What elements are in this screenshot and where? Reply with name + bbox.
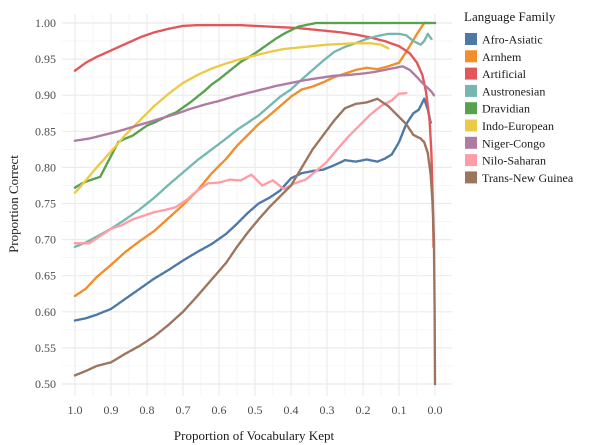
legend-swatch <box>465 119 477 132</box>
series-austronesian <box>73 32 433 249</box>
x-tick-label: 1.0 <box>68 403 83 417</box>
legend-swatch <box>465 171 477 184</box>
x-tick-label: 0.7 <box>176 403 191 417</box>
legend-item: Afro-Asiatic <box>465 33 543 47</box>
legend-swatch <box>465 154 477 167</box>
data-point <box>430 37 433 41</box>
y-tick-label: 0.70 <box>35 233 56 247</box>
x-tick-label: 0.5 <box>248 403 263 417</box>
data-point <box>432 93 436 97</box>
series-dravidian <box>73 21 437 189</box>
series-nilo-saharan <box>73 91 408 245</box>
y-tick-label: 0.80 <box>35 160 56 174</box>
x-tick-label: 0.2 <box>356 403 371 417</box>
legend-label: Austronesian <box>482 84 545 98</box>
x-axis-title: Proportion of Vocabulary Kept <box>174 428 335 443</box>
legend-item: Trans-New Guinea <box>465 171 574 185</box>
series-niger-congo <box>73 65 436 142</box>
y-tick-label: 0.65 <box>35 269 56 283</box>
legend-item: Niger-Congo <box>465 136 545 150</box>
x-tick-label: 0.0 <box>428 403 443 417</box>
legend-item: Nilo-Saharan <box>465 154 546 168</box>
series-afro-asiatic <box>73 97 432 322</box>
x-tick-label: 0.6 <box>212 403 227 417</box>
legend-item: Artificial <box>465 67 527 81</box>
x-tick-label: 0.8 <box>140 403 155 417</box>
series-trans-new-guinea <box>73 97 437 386</box>
data-point <box>433 21 437 25</box>
data-point <box>433 382 437 386</box>
y-tick-label: 1.00 <box>35 16 56 30</box>
legend-swatch <box>465 102 477 115</box>
y-tick-label: 0.85 <box>35 124 56 138</box>
legend-label: Indo-European <box>482 119 554 133</box>
legend-label: Niger-Congo <box>482 136 545 150</box>
legend-swatch <box>465 50 477 63</box>
legend-label: Afro-Asiatic <box>482 33 543 47</box>
series-layer <box>73 21 437 386</box>
data-point <box>386 47 390 50</box>
legend-item: Austronesian <box>465 84 545 98</box>
legend-swatch <box>465 67 477 80</box>
x-tick-label: 0.1 <box>392 403 407 417</box>
legend-label: Trans-New Guinea <box>482 171 574 185</box>
x-tick-label: 0.9 <box>104 403 119 417</box>
legend-label: Artificial <box>482 67 527 81</box>
y-axis-title: Proportion Correct <box>6 155 21 253</box>
legend-swatch <box>465 84 477 97</box>
series-artificial <box>73 23 435 249</box>
y-tick-label: 0.50 <box>35 377 56 391</box>
legend-label: Nilo-Saharan <box>482 154 546 168</box>
y-tick-label: 0.90 <box>35 88 56 102</box>
y-tick-label: 0.55 <box>35 341 56 355</box>
x-tick-label: 0.3 <box>320 403 335 417</box>
y-tick-label: 0.75 <box>35 197 56 211</box>
legend-title: Language Family <box>464 9 556 24</box>
series-indo-european <box>73 41 390 194</box>
legend-swatch <box>465 136 477 149</box>
legend-swatch <box>465 33 477 45</box>
legend-label: Dravidian <box>482 102 530 116</box>
legend-item: Dravidian <box>465 102 530 116</box>
legend-label: Arnhem <box>482 50 522 64</box>
data-point <box>404 91 408 95</box>
y-axis-ticks: 0.50 0.55 0.60 0.65 0.70 0.75 0.80 0.85 0.90 0.95… <box>35 16 56 391</box>
legend-item: Arnhem <box>465 50 522 64</box>
x-tick-label: 0.4 <box>284 403 299 417</box>
legend-items: Afro-Asiatic Arnhem Artificial Austronesian… <box>465 33 574 185</box>
x-axis-ticks: 1.0 0.9 0.8 0.7 0.6 0.5 0.4 0.3 0.2 0.1 0.0 <box>68 403 443 417</box>
legend: Language Family Afro-Asiatic Arnhem Artifi… <box>464 9 574 185</box>
legend-item: Indo-European <box>465 119 554 133</box>
y-tick-label: 0.95 <box>35 52 56 66</box>
y-tick-label: 0.60 <box>35 305 56 319</box>
